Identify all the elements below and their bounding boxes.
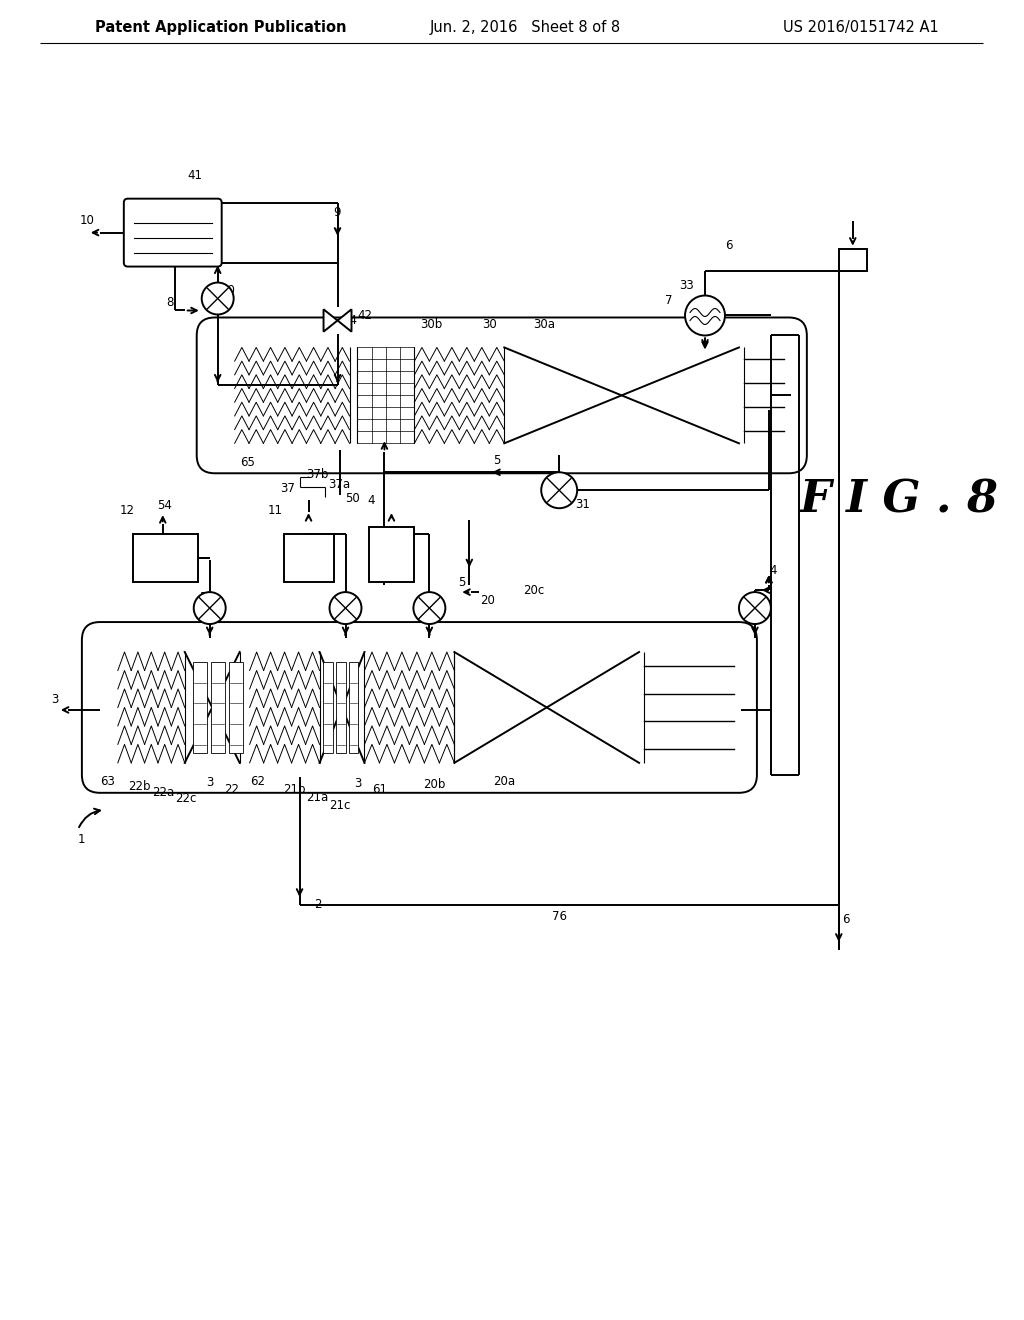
Text: 50: 50 <box>345 492 360 504</box>
Text: 21a: 21a <box>306 791 329 804</box>
Bar <box>133 535 198 582</box>
Text: 12: 12 <box>120 504 135 516</box>
Text: 30a: 30a <box>534 318 555 331</box>
Text: 37a: 37a <box>329 478 350 491</box>
Text: 37: 37 <box>280 482 295 495</box>
Bar <box>370 527 415 582</box>
Text: 3: 3 <box>51 693 58 706</box>
Text: 6: 6 <box>842 913 849 927</box>
FancyBboxPatch shape <box>82 622 757 793</box>
Text: Jun. 2, 2016   Sheet 8 of 8: Jun. 2, 2016 Sheet 8 of 8 <box>429 20 621 36</box>
FancyBboxPatch shape <box>124 198 221 267</box>
Text: 4: 4 <box>769 564 776 577</box>
Text: 4: 4 <box>368 494 375 507</box>
Circle shape <box>194 593 225 624</box>
Polygon shape <box>338 309 351 331</box>
Bar <box>211 663 224 752</box>
Text: 22: 22 <box>224 783 240 796</box>
Text: 33: 33 <box>680 279 694 292</box>
Text: Patent Application Publication: Patent Application Publication <box>95 20 346 36</box>
Text: 20b: 20b <box>423 779 445 791</box>
Text: 42: 42 <box>357 309 372 322</box>
Circle shape <box>685 296 725 335</box>
Bar <box>228 663 243 752</box>
Text: 22b: 22b <box>129 780 152 793</box>
Circle shape <box>330 593 361 624</box>
Text: 21b: 21b <box>284 783 306 796</box>
FancyBboxPatch shape <box>197 318 807 474</box>
Text: 31: 31 <box>574 498 590 511</box>
Text: 21c: 21c <box>329 800 350 812</box>
Text: 65: 65 <box>241 455 255 469</box>
Text: F I G . 8: F I G . 8 <box>799 479 998 521</box>
Text: 76: 76 <box>552 909 566 923</box>
Text: 2: 2 <box>314 898 323 911</box>
Bar <box>348 663 358 752</box>
Bar <box>839 248 866 271</box>
Circle shape <box>739 593 771 624</box>
Text: 51: 51 <box>338 590 353 603</box>
Text: 32: 32 <box>749 590 763 603</box>
Text: 63: 63 <box>100 775 116 788</box>
Bar <box>336 663 345 752</box>
Text: 7: 7 <box>666 294 673 308</box>
Text: 62: 62 <box>250 775 265 788</box>
Text: 20: 20 <box>480 594 495 607</box>
Circle shape <box>202 282 233 314</box>
Text: 41: 41 <box>187 169 202 182</box>
Text: 30: 30 <box>482 318 497 331</box>
Polygon shape <box>324 309 338 331</box>
Text: 61: 61 <box>372 783 387 796</box>
Text: 6: 6 <box>725 239 733 252</box>
Text: 3: 3 <box>206 776 213 789</box>
Text: 3: 3 <box>354 777 361 791</box>
Text: 30b: 30b <box>420 318 442 331</box>
Bar <box>284 535 334 582</box>
Text: 5: 5 <box>458 576 465 589</box>
Text: 5: 5 <box>494 454 501 467</box>
Text: 9: 9 <box>333 206 340 219</box>
Bar <box>323 663 333 752</box>
Text: US 2016/0151742 A1: US 2016/0151742 A1 <box>783 20 939 36</box>
Text: 55: 55 <box>200 590 214 603</box>
Text: 54: 54 <box>158 499 172 512</box>
Text: 64: 64 <box>342 314 357 327</box>
Circle shape <box>542 473 578 508</box>
Text: 35: 35 <box>422 590 437 603</box>
Text: 20a: 20a <box>494 775 515 788</box>
Bar <box>193 663 207 752</box>
Text: 10: 10 <box>80 214 95 227</box>
Text: 11: 11 <box>267 504 283 516</box>
Text: 37b: 37b <box>306 467 329 480</box>
Text: 22a: 22a <box>152 787 174 800</box>
Text: 8: 8 <box>166 296 174 309</box>
Text: 40: 40 <box>220 284 236 297</box>
Text: 20c: 20c <box>523 583 545 597</box>
Text: 22c: 22c <box>175 792 197 805</box>
Text: 1: 1 <box>78 833 86 846</box>
Circle shape <box>414 593 445 624</box>
